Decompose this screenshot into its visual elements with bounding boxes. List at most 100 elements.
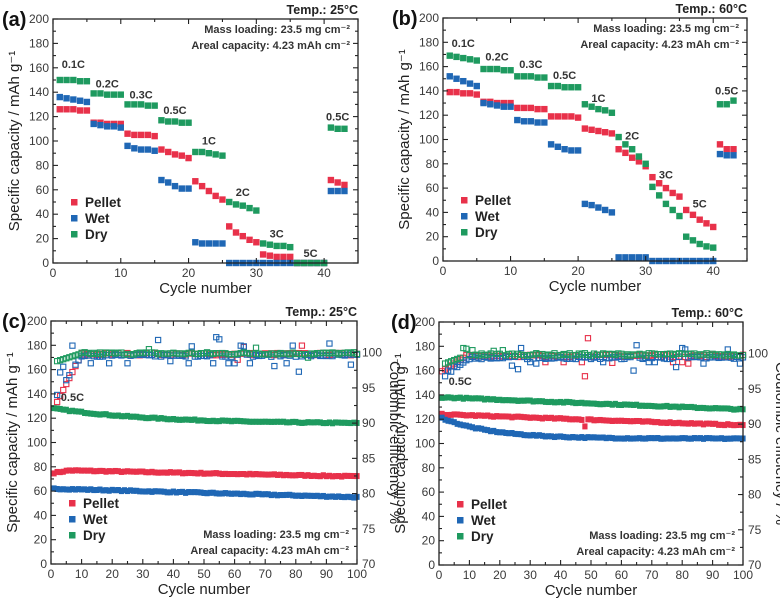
- data-point: [688, 435, 694, 442]
- data-point: [70, 76, 77, 84]
- data-point: [90, 120, 97, 128]
- data-point: [673, 420, 679, 427]
- data-point: [244, 471, 250, 478]
- data-point: [448, 394, 454, 401]
- data-point: [207, 418, 213, 425]
- data-point: [597, 401, 603, 408]
- data-point: [475, 412, 482, 419]
- data-point: [478, 425, 485, 432]
- data-point: [195, 470, 201, 477]
- data-point: [232, 201, 240, 208]
- data-point: [115, 487, 121, 494]
- data-point: [539, 415, 545, 422]
- data-point: [460, 90, 467, 97]
- legend-label-dry: Dry: [83, 528, 106, 543]
- y-tick-label: 100: [419, 133, 439, 147]
- data-point: [144, 131, 152, 139]
- data-point: [512, 430, 518, 437]
- data-point: [451, 419, 457, 426]
- data-point: [158, 117, 165, 124]
- annotation: Areal capacity: 4.23 mAh cm⁻²: [191, 40, 350, 52]
- y-tick-label: 20: [36, 232, 50, 246]
- data-point: [606, 434, 612, 441]
- data-point: [497, 396, 503, 403]
- y-tick-label: 180: [415, 339, 435, 353]
- data-point: [655, 403, 661, 410]
- data-point: [533, 432, 539, 439]
- data-point: [536, 398, 542, 405]
- data-point: [305, 492, 311, 499]
- ce-point: [736, 360, 744, 367]
- data-point: [716, 421, 722, 428]
- data-point: [643, 418, 649, 425]
- y-tick-label: 100: [415, 437, 435, 451]
- data-point: [542, 398, 548, 405]
- data-point: [109, 468, 115, 475]
- data-point: [494, 413, 500, 420]
- data-point: [112, 412, 118, 419]
- data-point: [621, 417, 628, 424]
- data-point: [201, 417, 207, 424]
- ce-point: [685, 360, 692, 367]
- data-point: [173, 469, 180, 476]
- data-point: [336, 473, 342, 480]
- data-point: [514, 116, 521, 124]
- data-point: [329, 473, 336, 480]
- data-point: [144, 102, 152, 109]
- data-point: [241, 418, 247, 425]
- data-point: [207, 470, 213, 477]
- data-point: [171, 151, 179, 158]
- y-tick-label: 100: [29, 134, 49, 148]
- y2-tick-label: 100: [362, 346, 382, 360]
- data-point: [137, 146, 145, 153]
- data-point: [460, 54, 467, 62]
- x-tick-label: 30: [524, 568, 538, 582]
- data-point: [212, 192, 219, 200]
- data-point: [60, 486, 66, 493]
- y2-tick-label: 95: [748, 382, 762, 396]
- data-point: [326, 493, 333, 500]
- data-point: [341, 187, 348, 195]
- annotation: Areal capacity: 4.23 mAh cm⁻²: [580, 39, 739, 51]
- data-point: [118, 488, 124, 495]
- ce-point: [533, 360, 540, 367]
- data-point: [219, 490, 225, 497]
- data-point: [487, 101, 494, 108]
- data-point: [323, 493, 329, 500]
- y-tick-label: 80: [422, 461, 436, 475]
- data-point: [734, 406, 740, 413]
- rate-label: 0.5C: [61, 392, 84, 404]
- data-point: [341, 125, 348, 132]
- data-point: [176, 469, 183, 476]
- ce-point: [105, 360, 113, 367]
- data-point: [152, 488, 158, 495]
- panel-label: (b): [392, 8, 418, 30]
- data-point: [164, 489, 170, 496]
- data-point: [643, 402, 649, 409]
- data-point: [296, 471, 302, 478]
- data-point: [244, 491, 250, 498]
- data-point: [158, 176, 165, 184]
- data-point: [730, 152, 737, 159]
- data-point: [185, 185, 192, 192]
- data-point: [219, 417, 225, 424]
- data-point: [573, 416, 579, 423]
- data-point: [691, 435, 697, 442]
- data-point: [521, 414, 527, 421]
- data-point: [308, 473, 314, 480]
- data-point: [545, 399, 552, 406]
- data-point: [615, 133, 622, 141]
- data-point: [667, 435, 673, 442]
- data-point: [536, 432, 542, 439]
- data-point: [348, 420, 354, 427]
- annotation: Mass loading: 23.5 mg cm⁻²: [589, 530, 735, 542]
- data-point: [597, 434, 603, 441]
- data-point: [451, 395, 457, 402]
- data-point: [737, 421, 743, 428]
- data-point: [608, 209, 616, 216]
- data-point: [446, 52, 453, 59]
- data-point: [97, 467, 103, 474]
- data-point: [118, 413, 124, 420]
- legend-label-pellet: Pellet: [85, 195, 122, 210]
- y-axis-title: Specific capacity / mAh g⁻¹: [392, 353, 409, 533]
